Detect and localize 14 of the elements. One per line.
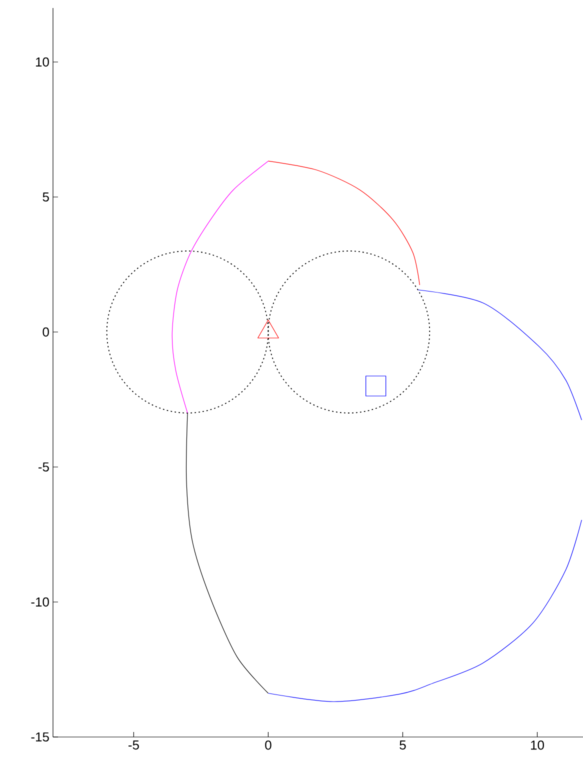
x-tick-label: -5: [128, 740, 139, 750]
y-tick-label: 10: [36, 57, 49, 67]
x-tick-label: 5: [400, 740, 406, 750]
y-tick-label: -10: [31, 597, 49, 607]
x-tick-label: 10: [531, 740, 544, 750]
y-tick-label: 0: [42, 327, 49, 337]
line-series: [268, 520, 582, 702]
line-series: [268, 160, 420, 286]
y-tick-label: -5: [38, 462, 49, 472]
x-tick-label: 0: [265, 740, 272, 750]
y-tick-label: -15: [31, 732, 49, 742]
line-series: [172, 160, 269, 414]
y-tick-label: 5: [42, 192, 49, 202]
line-series: [418, 290, 582, 420]
